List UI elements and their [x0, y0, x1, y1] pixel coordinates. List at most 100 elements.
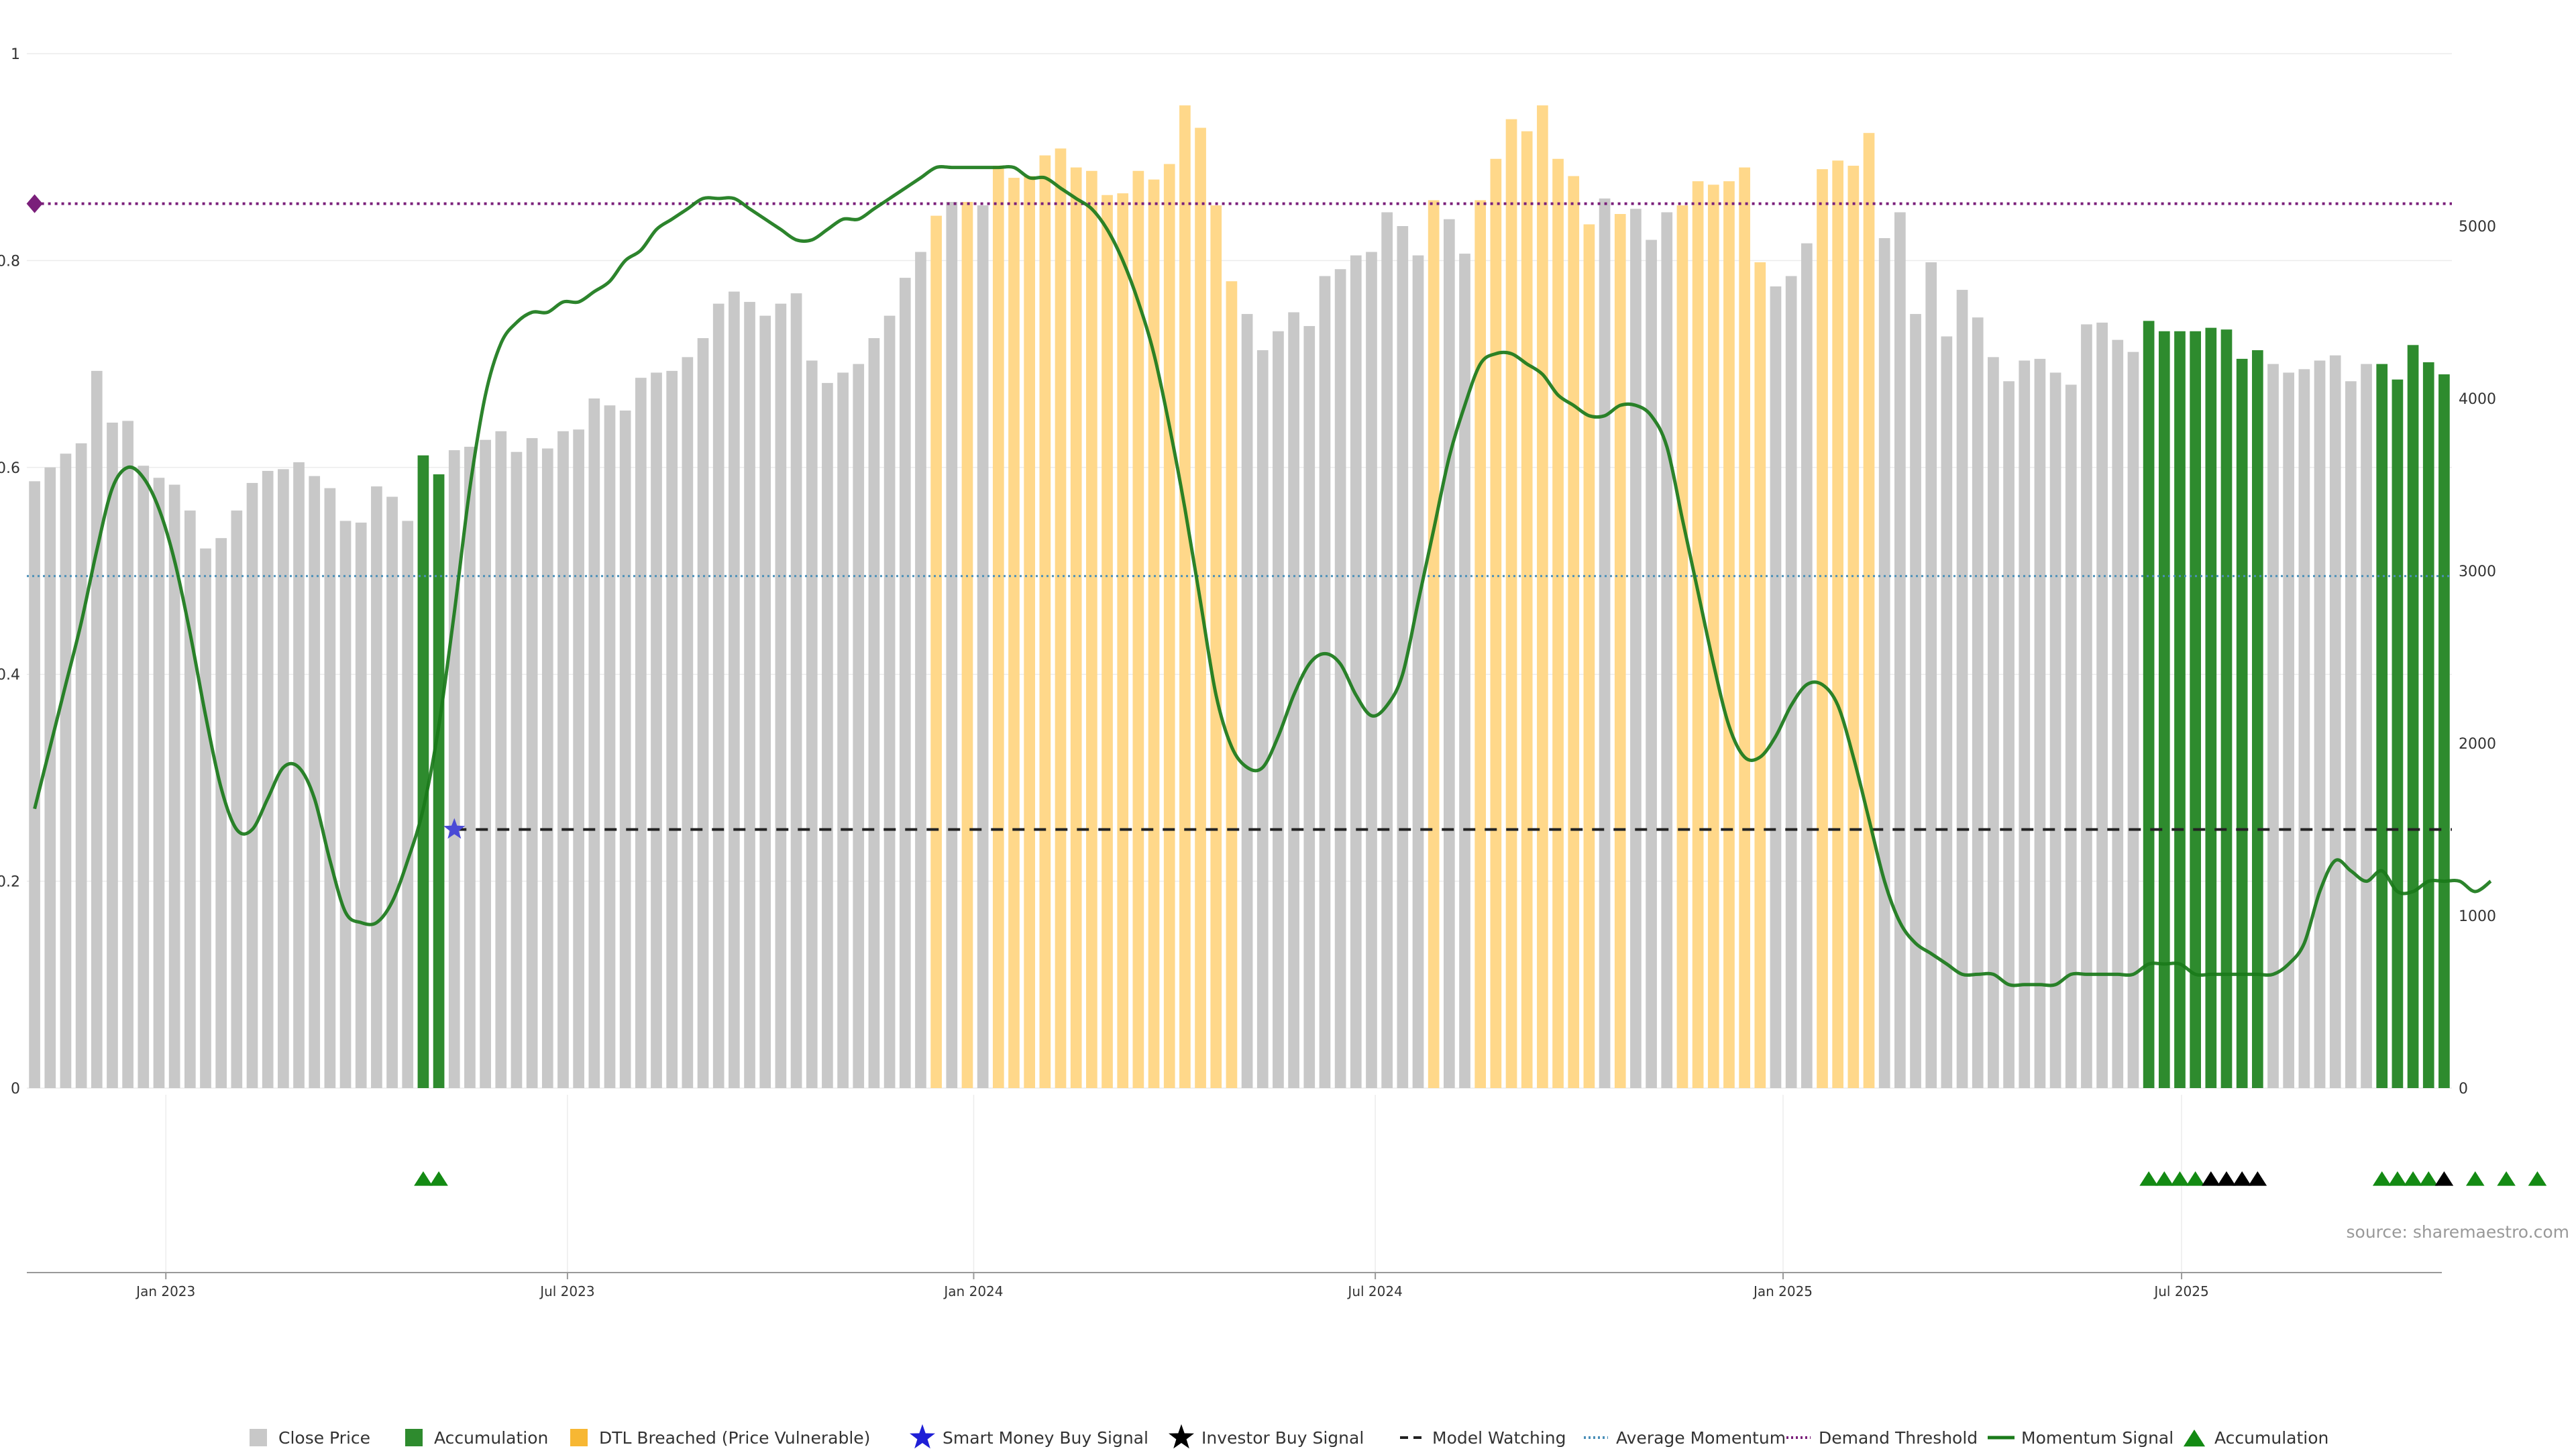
price-bar	[2158, 331, 2170, 1088]
price-bar	[91, 370, 103, 1088]
left-tick-label: 1	[11, 46, 20, 63]
price-bar	[417, 455, 429, 1088]
price-bar	[992, 166, 1004, 1088]
price-bar	[246, 482, 258, 1088]
legend-item: Investor Buy Signal	[1169, 1424, 1364, 1449]
price-bar	[2205, 327, 2217, 1088]
legend-item: Smart Money Buy Signal	[910, 1424, 1148, 1449]
price-bar	[1661, 212, 1673, 1089]
price-bar	[2049, 372, 2061, 1089]
price-bar	[541, 448, 553, 1088]
price-bar	[1972, 317, 1984, 1089]
legend-label: DTL Breached (Price Vulnerable)	[599, 1428, 870, 1448]
price-bar	[2329, 355, 2341, 1088]
price-bar	[138, 466, 150, 1088]
price-bar	[759, 315, 771, 1088]
signal-markers	[26, 194, 2547, 1186]
price-bar	[1583, 224, 1595, 1089]
price-bar	[961, 202, 973, 1088]
price-bar	[1412, 255, 1424, 1089]
left-tick-label: 0.8	[0, 253, 20, 270]
price-bar	[899, 278, 911, 1089]
price-bar	[883, 315, 896, 1088]
legend-star-icon	[910, 1424, 935, 1449]
right-tick-label: 3000	[2459, 564, 2496, 580]
price-bar	[1288, 312, 1299, 1088]
legend-swatch	[405, 1429, 423, 1446]
price-bar	[946, 202, 958, 1088]
investor-buy-triangle	[2434, 1171, 2454, 1186]
legend-item: DTL Breached (Price Vulnerable)	[570, 1428, 870, 1448]
price-bar	[2392, 379, 2404, 1088]
legend-item: Accumulation	[2183, 1428, 2328, 1448]
price-bar	[588, 398, 600, 1088]
price-bar	[231, 511, 243, 1088]
price-bars	[29, 105, 2450, 1089]
price-bar	[1676, 205, 1688, 1088]
legend-item: Close Price	[250, 1428, 370, 1448]
price-bar	[2081, 324, 2092, 1088]
price-bar	[1863, 133, 1875, 1089]
price-bar	[1568, 176, 1580, 1089]
investor-buy-triangle	[2248, 1171, 2267, 1186]
legend-label: Accumulation	[434, 1428, 548, 1448]
price-bar	[573, 429, 584, 1088]
price-bar	[1614, 214, 1626, 1088]
price-bar	[2096, 322, 2108, 1088]
price-bar	[2220, 329, 2233, 1089]
legend-triangle-icon	[2183, 1430, 2206, 1447]
price-bar	[1754, 262, 1766, 1089]
accumulation-triangle	[2404, 1171, 2422, 1186]
price-bar	[1024, 176, 1036, 1089]
price-bar	[729, 291, 740, 1088]
x-tick-label: Jan 2024	[943, 1283, 1003, 1299]
price-bar	[2127, 352, 2139, 1088]
price-bar	[1039, 155, 1051, 1088]
price-bar	[1102, 195, 1113, 1088]
price-bar	[200, 548, 211, 1088]
reference-lines	[27, 202, 2452, 831]
investor-buy-triangle	[2202, 1171, 2220, 1186]
momentum-signal-line	[33, 164, 2492, 987]
price-bar	[666, 370, 678, 1088]
price-bar	[853, 364, 865, 1088]
price-bar	[1552, 158, 1564, 1088]
price-bar	[1847, 166, 1860, 1088]
price-bar	[1366, 252, 1377, 1088]
price-bar	[448, 450, 460, 1088]
axes: 0 0.2 0.4 0.6 0.8 1 0 1000 2000 3000 4000 5000 Jan 2…	[0, 46, 2496, 1299]
legend-item: Demand Threshold	[1786, 1428, 1978, 1448]
price-bar	[371, 486, 382, 1088]
left-tick-label: 0.6	[0, 460, 20, 477]
price-bar	[1334, 269, 1346, 1088]
price-bar	[2065, 384, 2077, 1089]
legend: Close Price Accumulation DTL Breached (Pri…	[250, 1424, 2328, 1449]
left-tick-label: 0	[11, 1081, 20, 1097]
price-bar	[1179, 105, 1191, 1089]
price-bar	[293, 462, 305, 1088]
accumulation-triangle	[2155, 1171, 2174, 1186]
price-bar	[2251, 350, 2263, 1088]
price-bar	[868, 338, 880, 1088]
price-bar	[619, 410, 631, 1088]
price-bar	[1241, 314, 1253, 1088]
price-bar	[1770, 286, 1782, 1089]
price-bar	[806, 360, 818, 1089]
price-bar	[1086, 170, 1097, 1088]
price-bar	[215, 538, 227, 1088]
price-bar	[744, 302, 755, 1089]
legend-label: Average Momentum	[1616, 1428, 1786, 1448]
price-bar	[262, 470, 274, 1088]
price-bar	[480, 439, 491, 1088]
legend-label: Close Price	[278, 1428, 370, 1448]
price-bar	[2034, 358, 2046, 1088]
price-bar	[1878, 237, 1890, 1088]
price-bar	[2376, 364, 2388, 1088]
price-bar	[1817, 169, 1828, 1089]
x-tick-label: Jul 2025	[2153, 1283, 2208, 1299]
price-bar	[107, 422, 118, 1088]
legend-item: Momentum Signal	[1988, 1428, 2174, 1448]
accumulation-triangle	[2528, 1171, 2547, 1186]
price-bar	[2283, 372, 2295, 1089]
